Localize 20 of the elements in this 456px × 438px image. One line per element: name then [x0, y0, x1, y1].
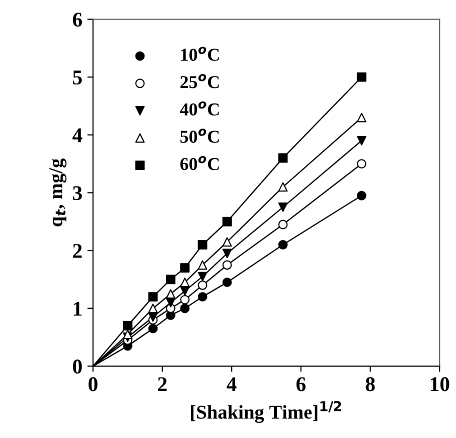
x-tick-label: 0: [88, 377, 98, 392]
x-tick-label: 2: [158, 377, 167, 392]
legend-label: 10$^{o}$C: [181, 46, 219, 61]
x-tick-label: 6: [296, 377, 306, 392]
y-tick-label: 6: [72, 12, 82, 27]
legend-label: 60$^{o}$C: [180, 156, 219, 170]
legend-label: 25$^{o}$C: [180, 74, 219, 88]
y-tick-label: 3: [72, 186, 82, 200]
legend-label: 40$^{o}$C: [180, 101, 219, 116]
y-tick-label: 2: [73, 244, 82, 258]
x-tick-label: 10: [430, 377, 450, 392]
x-tick-label: 8: [366, 377, 375, 392]
x-axis-title: [Shaking Time]$^{1/2}$: [191, 401, 342, 423]
legend-label: 50$^{o}$C: [180, 128, 219, 143]
y-tick-label: 0: [72, 360, 82, 374]
y-axis-title: q$_{t}$, mg/g: [49, 158, 66, 226]
y-tick-label: 5: [73, 70, 82, 85]
x-tick-label: 4: [226, 377, 236, 392]
y-tick-label: 4: [72, 128, 82, 142]
y-tick-label: 1: [74, 302, 82, 316]
